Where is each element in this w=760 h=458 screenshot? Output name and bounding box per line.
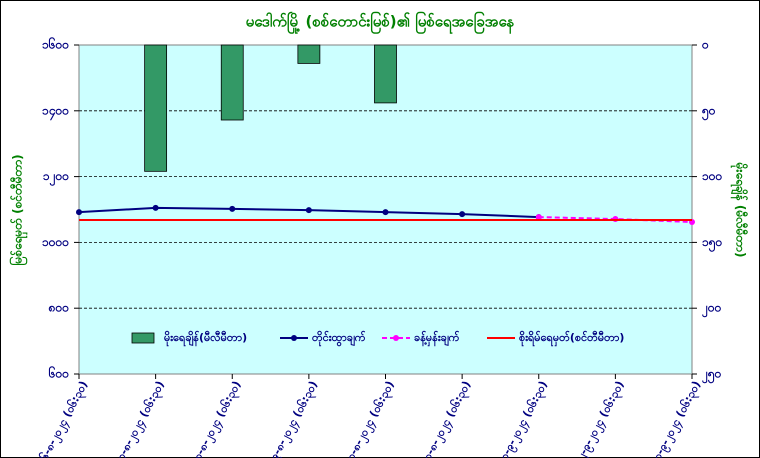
bar <box>374 44 397 104</box>
y2-tick-label: ၁၅၀ <box>702 235 723 253</box>
y2-tick-label: ၁၀၀ <box>702 169 723 183</box>
point <box>535 214 542 221</box>
legend-swatch <box>131 332 155 344</box>
legend-label: ခန့်မှန်းချက် <box>414 330 460 347</box>
y-tick-label: ၁၆၀၀ <box>42 36 69 52</box>
y-tick-label: ၁၄၀၀ <box>42 103 69 121</box>
y2-tick-label: ၅၀ <box>701 103 716 121</box>
legend-label: မိုးရေချိန်(မီလီမီတာ) <box>164 330 247 347</box>
bar <box>220 44 244 121</box>
point <box>229 205 236 212</box>
legend-label: တိုင်းထွာချက် <box>312 330 366 347</box>
y-tick-label: ၈၀၀ <box>48 301 70 315</box>
point <box>76 209 82 216</box>
y-axis-label: မြစ်ရေမှတ် (စင်တီမီတာ) <box>8 154 29 265</box>
bar <box>144 44 168 172</box>
legend-marker <box>393 335 399 341</box>
y2-axis-label: မိုးရေချိန် (မီလီမီတာ) <box>730 162 750 258</box>
legend-marker <box>291 335 297 341</box>
bar <box>297 44 321 64</box>
point <box>305 207 312 214</box>
y-tick-label: ၁၀၀၀ <box>42 235 69 249</box>
y-tick-label: ၁၂၀၀ <box>43 169 69 187</box>
y-tick-label: ၆၀၀ <box>48 365 70 381</box>
y2-tick-label: ၂၀၀ <box>701 301 722 319</box>
y2-tick-label: ၂၅၀ <box>701 367 722 385</box>
point <box>382 209 389 216</box>
point <box>459 211 466 218</box>
y2-tick-label: ၀ <box>701 38 709 52</box>
legend-label: စိုးရိမ်ရေမှတ်(စင်တီမီတာ) <box>519 330 624 347</box>
point <box>152 204 159 211</box>
